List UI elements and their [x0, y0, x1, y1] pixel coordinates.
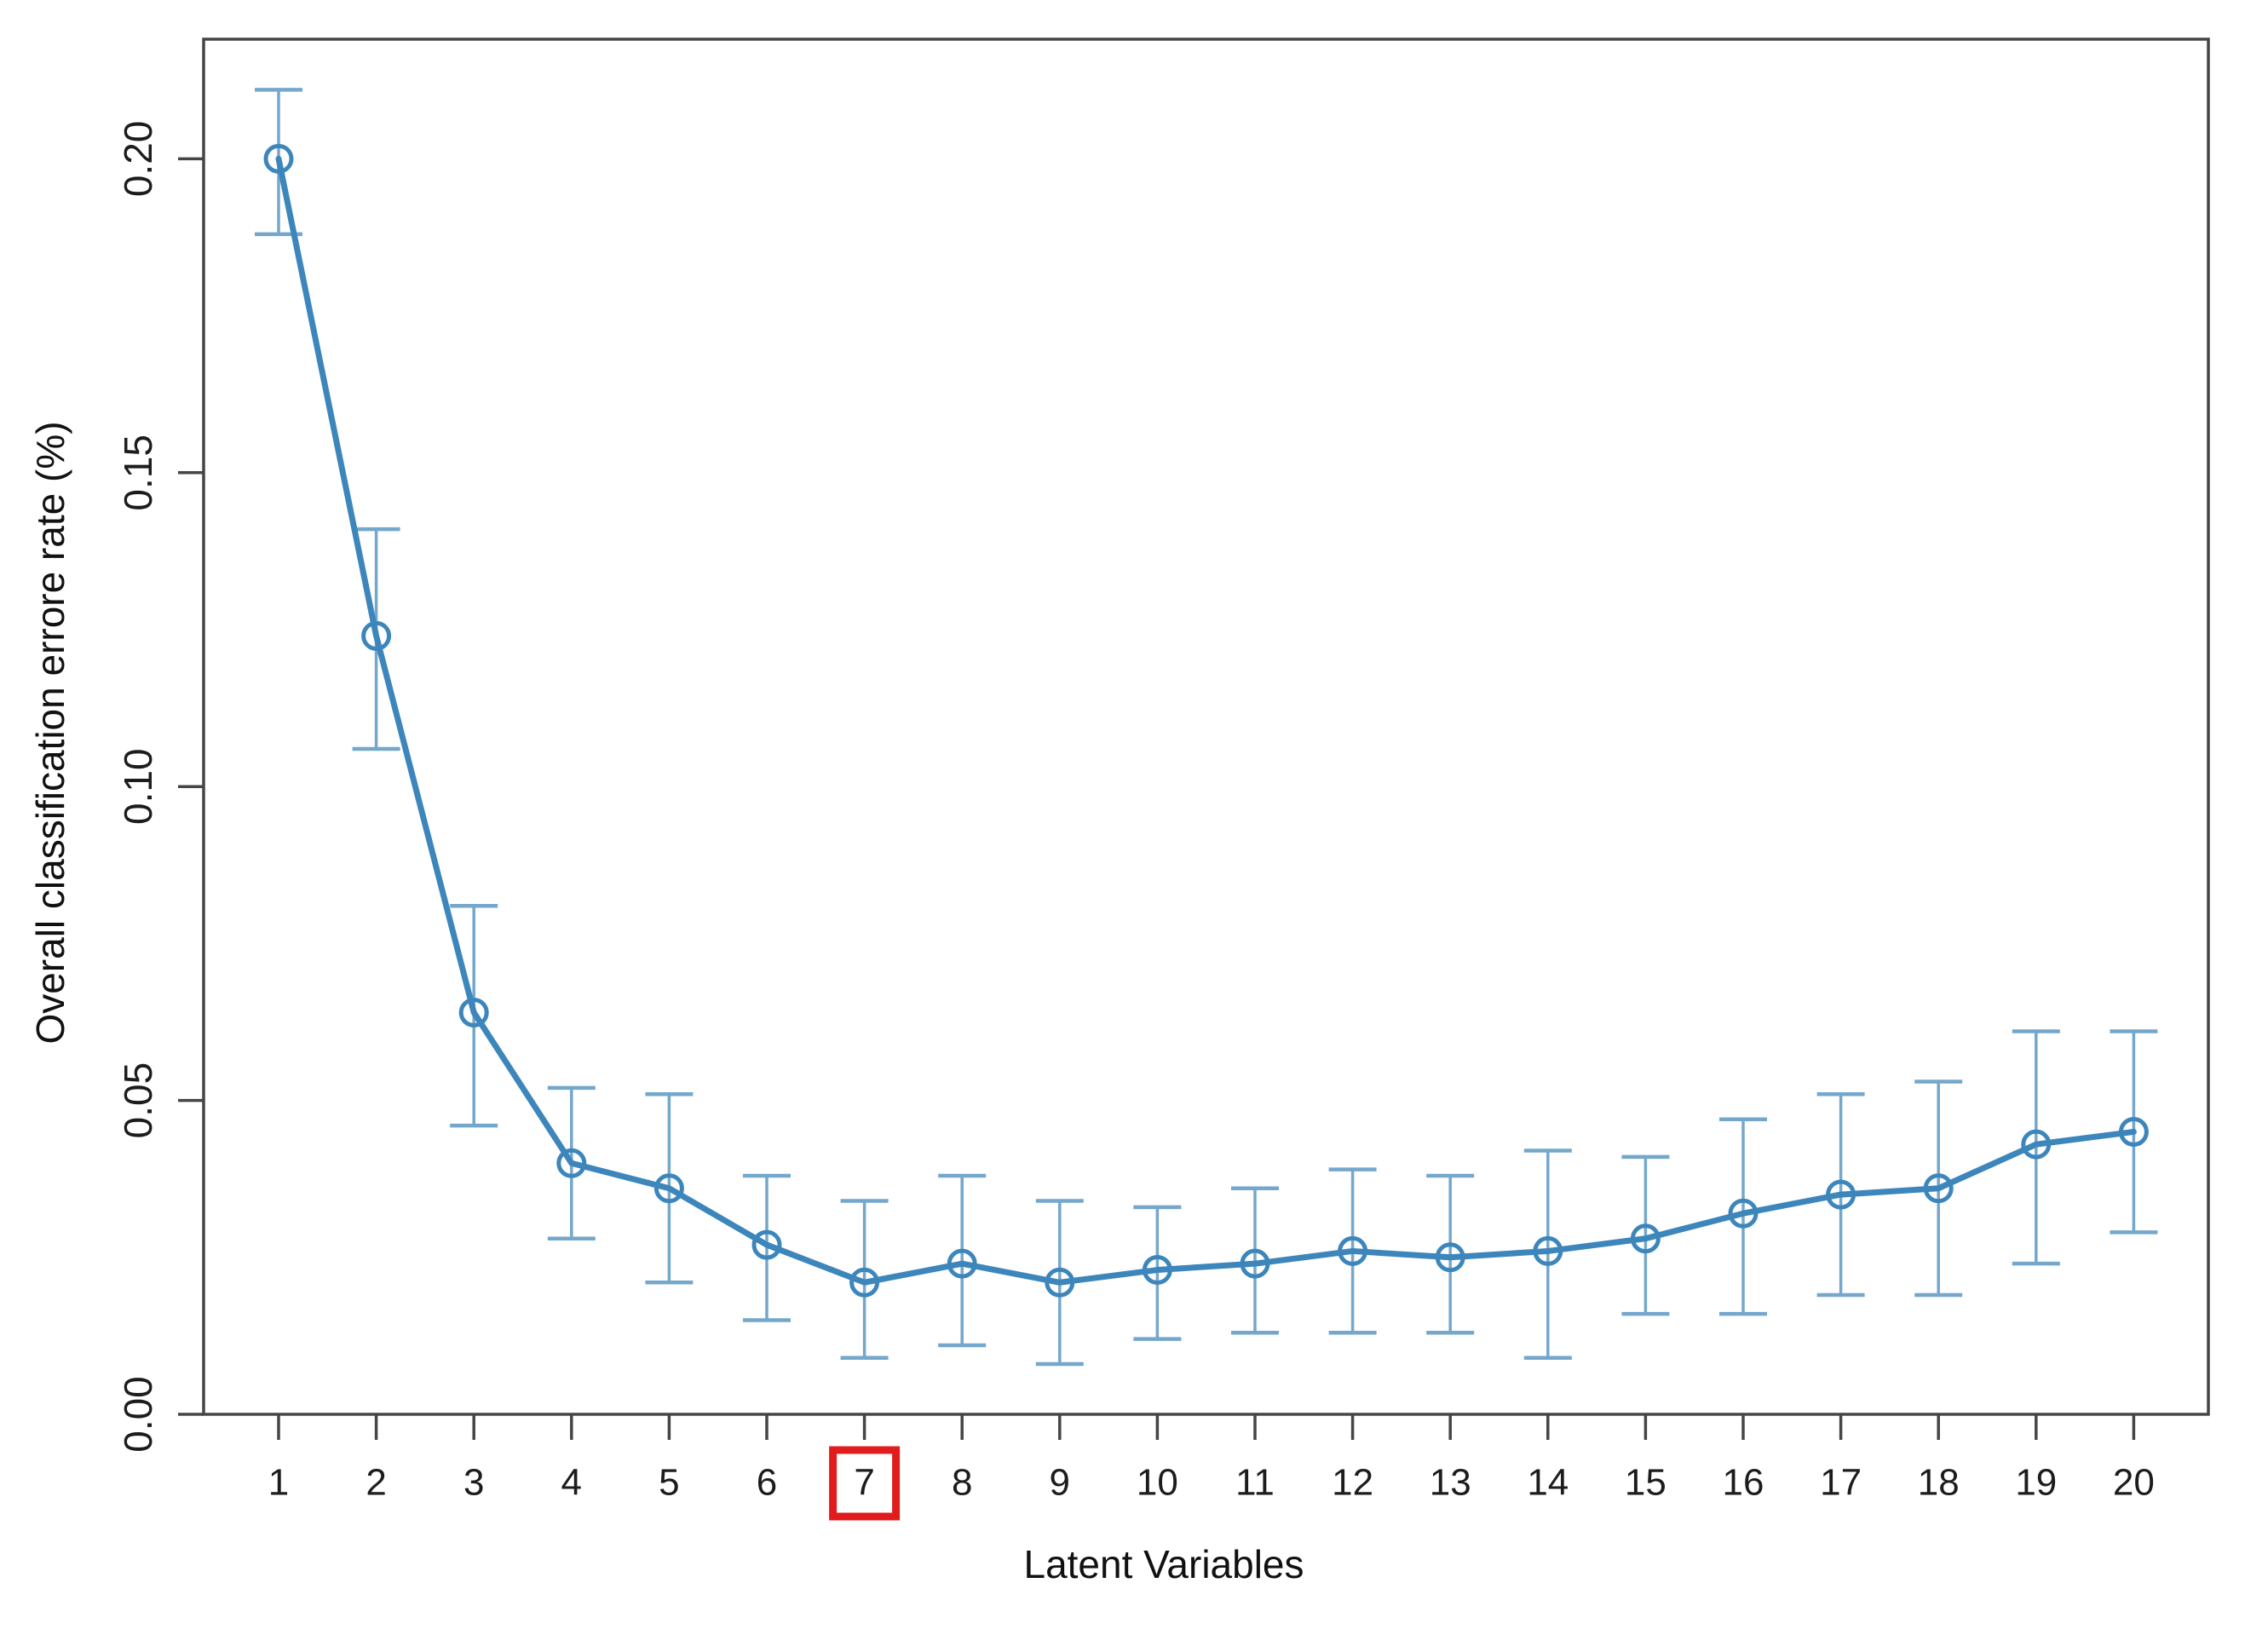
- x-tick-label: 4: [561, 1462, 582, 1504]
- data-line: [275, 155, 2137, 1286]
- x-tick-label: 12: [1332, 1462, 1373, 1504]
- x-tick-label: 9: [1050, 1462, 1070, 1504]
- data-point-marker: [1435, 1242, 1465, 1273]
- data-point-marker: [849, 1267, 880, 1298]
- data-point-markers: [263, 143, 2149, 1298]
- x-tick-label: 11: [1235, 1462, 1275, 1504]
- data-point-marker: [1338, 1235, 1368, 1266]
- data-point-marker: [1630, 1223, 1661, 1254]
- y-tick-label: 0.05: [116, 1062, 160, 1139]
- error-bar: [1523, 1148, 1572, 1360]
- y-tick-label: 0.20: [116, 121, 160, 198]
- data-point-marker: [458, 997, 489, 1027]
- data-point-marker: [947, 1248, 977, 1279]
- data-point-marker: [1826, 1179, 1856, 1210]
- error-bar: [1426, 1173, 1475, 1335]
- error-bar: [938, 1173, 987, 1348]
- y-tick-label: 0.10: [116, 748, 160, 825]
- data-point-marker: [751, 1229, 782, 1260]
- data-point-marker: [1728, 1198, 1759, 1229]
- data-point-marker: [1923, 1173, 1954, 1204]
- x-tick-label: 5: [659, 1462, 679, 1504]
- x-tick-label: 2: [366, 1462, 386, 1504]
- x-tick-label: 16: [1723, 1462, 1764, 1504]
- x-tick-label: 13: [1430, 1462, 1471, 1504]
- x-tick-label: 15: [1625, 1462, 1666, 1504]
- error-bars: [255, 88, 2158, 1367]
- error-bar: [1719, 1117, 1767, 1316]
- error-bar: [1621, 1154, 1670, 1316]
- data-point-marker: [1045, 1267, 1075, 1298]
- data-point-marker: [2118, 1116, 2149, 1147]
- x-tick-label: 1: [268, 1462, 289, 1504]
- y-axis-ticks: 0.00 0.05 0.10 0.15 0.20: [116, 121, 204, 1453]
- plot-border: [202, 37, 2210, 1416]
- x-tick-label: 10: [1137, 1462, 1178, 1504]
- data-point-marker: [2021, 1129, 2052, 1160]
- data-point-marker: [653, 1173, 684, 1204]
- y-axis-title: Overall classification errore rate (%): [28, 421, 72, 1044]
- data-point-marker: [263, 143, 294, 174]
- y-tick-label: 0.15: [116, 435, 160, 511]
- series-line: [275, 155, 2137, 1286]
- x-axis-title: Latent Variables: [1023, 1542, 1304, 1586]
- x-tick-label: 19: [2015, 1462, 2057, 1504]
- x-tick-label: 18: [1918, 1462, 1960, 1504]
- data-point-marker: [556, 1148, 587, 1178]
- x-tick-label: 3: [463, 1462, 484, 1504]
- x-tick-label: 6: [757, 1462, 777, 1504]
- x-tick-label: 8: [952, 1462, 972, 1504]
- data-point-marker: [1240, 1248, 1270, 1279]
- error-bar: [1231, 1186, 1279, 1335]
- x-tick-label: 17: [1820, 1462, 1862, 1504]
- data-point-marker: [361, 620, 392, 651]
- y-tick-label: 0.00: [116, 1376, 160, 1453]
- data-point-marker: [1533, 1235, 1563, 1266]
- x-tick-label: 7: [854, 1462, 874, 1504]
- error-bar: [1133, 1205, 1182, 1341]
- highlighted-tick-box: [829, 1446, 901, 1521]
- x-tick-label: 14: [1527, 1462, 1569, 1504]
- x-axis-ticks: 1 2 3 4 5 6 7 8 9 10 11 12 13 14 15 16 17 18 19 20: [268, 1414, 2155, 1504]
- data-point-marker: [1142, 1255, 1172, 1286]
- x-tick-label: 20: [2113, 1462, 2155, 1504]
